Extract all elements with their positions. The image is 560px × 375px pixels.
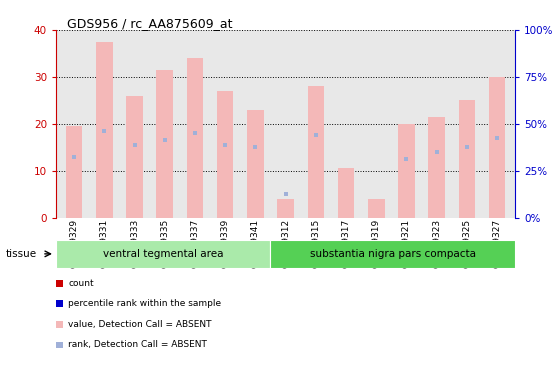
Bar (459, 100, 475, 218)
Bar (428, 117, 445, 218)
Bar (66, 126, 82, 218)
Bar (247, 110, 264, 218)
Bar (270, 240, 515, 268)
Bar (489, 77, 505, 218)
Text: percentile rank within the sample: percentile rank within the sample (68, 299, 221, 308)
Bar (307, 86, 324, 218)
Bar (126, 96, 143, 218)
Text: tissue: tissue (6, 249, 37, 259)
Text: ventral tegmental area: ventral tegmental area (103, 249, 223, 259)
Bar (277, 199, 294, 217)
Text: substantia nigra pars compacta: substantia nigra pars compacta (310, 249, 476, 259)
Bar (96, 42, 113, 218)
Text: value, Detection Call = ABSENT: value, Detection Call = ABSENT (68, 320, 212, 329)
Bar (398, 124, 415, 218)
Text: count: count (68, 279, 94, 288)
Bar (186, 58, 203, 217)
Bar (368, 199, 385, 217)
Bar (217, 91, 234, 218)
Bar (338, 168, 354, 217)
Text: rank, Detection Call = ABSENT: rank, Detection Call = ABSENT (68, 340, 207, 350)
Bar (56, 240, 270, 268)
Bar (156, 70, 173, 217)
Text: GDS956 / rc_AA875609_at: GDS956 / rc_AA875609_at (67, 17, 233, 30)
